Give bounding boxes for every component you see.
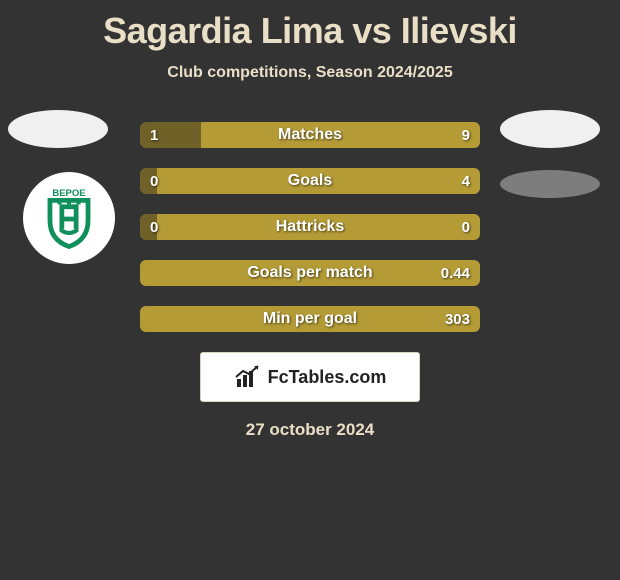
club-logo-left: ΒΕΡΟΕ	[23, 172, 115, 264]
page-subtitle: Club competitions, Season 2024/2025	[0, 64, 620, 82]
stat-value-left: 0	[150, 168, 158, 194]
stat-label: Goals	[140, 168, 480, 194]
stat-label: Matches	[140, 122, 480, 148]
svg-text:ΒΕΡΟΕ: ΒΕΡΟΕ	[52, 188, 85, 199]
stat-row: Hattricks0 0	[140, 214, 480, 240]
stat-value-right: 303	[445, 306, 470, 332]
stat-label: Goals per match	[140, 260, 480, 286]
stat-label: Hattricks	[140, 214, 480, 240]
stats-bars: Matches19Goals04Hattricks00Goals per mat…	[140, 122, 480, 332]
stat-row: Matches1 9	[140, 122, 480, 148]
footer-brand-text: FcTables.com	[268, 367, 387, 388]
date-label: 27 october 2024	[0, 420, 620, 440]
stat-label: Min per goal	[140, 306, 480, 332]
stat-value-right: 0.44	[441, 260, 470, 286]
club-crest-icon: ΒΕΡΟΕ	[35, 184, 103, 252]
stat-value-right: 4	[462, 168, 470, 194]
player-right-badge-secondary	[500, 170, 600, 198]
player-left-badge	[8, 110, 108, 148]
chart-icon	[234, 365, 262, 389]
stat-value-right: 9	[462, 122, 470, 148]
page-title: Sagardia Lima vs Ilievski	[0, 10, 620, 52]
stat-row: Goals0 4	[140, 168, 480, 194]
comparison-content: ΒΕΡΟΕ Matches19Goals04Hattricks00Goals p…	[0, 122, 620, 440]
footer-brand-box: FcTables.com	[200, 352, 420, 402]
stat-row: Min per goal303	[140, 306, 480, 332]
stat-row: Goals per match0.44	[140, 260, 480, 286]
stat-value-right: 0	[462, 214, 470, 240]
stat-value-left: 0	[150, 214, 158, 240]
stat-value-left: 1	[150, 122, 158, 148]
player-right-badge	[500, 110, 600, 148]
